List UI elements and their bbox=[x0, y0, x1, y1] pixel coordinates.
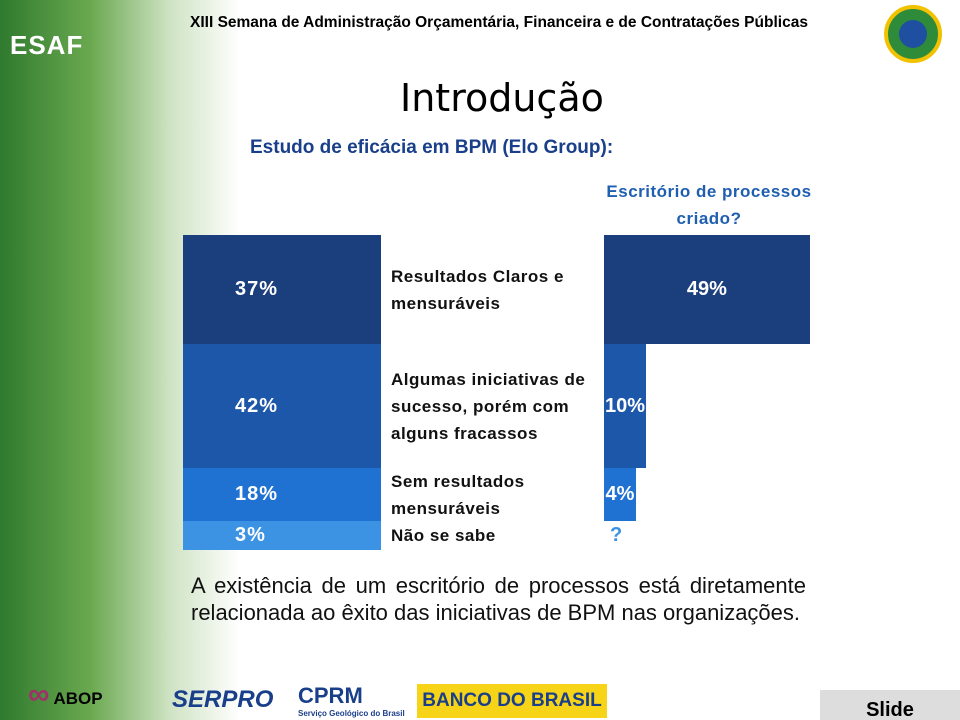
right-value-label: ? bbox=[610, 524, 624, 547]
logo-text: CPRM bbox=[298, 683, 363, 708]
category-label: Algumas iniciativas de sucesso, porém co… bbox=[381, 344, 604, 469]
category-label: Sem resultados mensuráveis bbox=[381, 468, 604, 522]
right-value-label: 10% bbox=[604, 394, 646, 417]
slide-label: Slide bbox=[820, 690, 960, 720]
left-bar bbox=[183, 521, 381, 551]
esaf-logo: ESAF bbox=[10, 30, 84, 60]
left-value-label: 37% bbox=[235, 278, 279, 301]
conclusion: A existência de um escritório de process… bbox=[191, 573, 806, 625]
right-bar bbox=[604, 235, 810, 345]
event-title: XIII Semana de Administração Orçamentári… bbox=[190, 14, 808, 31]
logo-abop: ∞ ABOP bbox=[28, 678, 103, 711]
right-value-label: 49% bbox=[686, 278, 727, 301]
category-label: Resultados Claros e mensuráveis bbox=[381, 235, 604, 345]
left-bar bbox=[183, 468, 381, 522]
title: Introdução bbox=[400, 76, 604, 120]
logo-serpro: SERPRO bbox=[172, 686, 274, 713]
logo-cprm: CPRM Serviço Geológico do Brasil bbox=[298, 683, 405, 718]
subtitle: Estudo de eficácia em BPM (Elo Group): bbox=[250, 137, 614, 158]
left-value-label: 3% bbox=[235, 524, 266, 547]
left-bar bbox=[183, 235, 381, 345]
left-bar bbox=[183, 344, 381, 469]
emblem bbox=[884, 5, 942, 63]
category-label: Não se sabe bbox=[381, 521, 604, 551]
right-title: Escritório de processos criado? bbox=[606, 182, 812, 228]
left-value-label: 42% bbox=[235, 394, 279, 417]
right-bar bbox=[604, 344, 646, 469]
logo-text: ABOP bbox=[53, 689, 103, 708]
logo-subtext: Serviço Geológico do Brasil bbox=[298, 709, 405, 718]
logo-bb: BANCO DO BRASIL bbox=[417, 684, 607, 718]
right-value-label: 4% bbox=[605, 483, 635, 506]
right-bar bbox=[604, 468, 636, 522]
left-value-label: 18% bbox=[235, 483, 279, 506]
